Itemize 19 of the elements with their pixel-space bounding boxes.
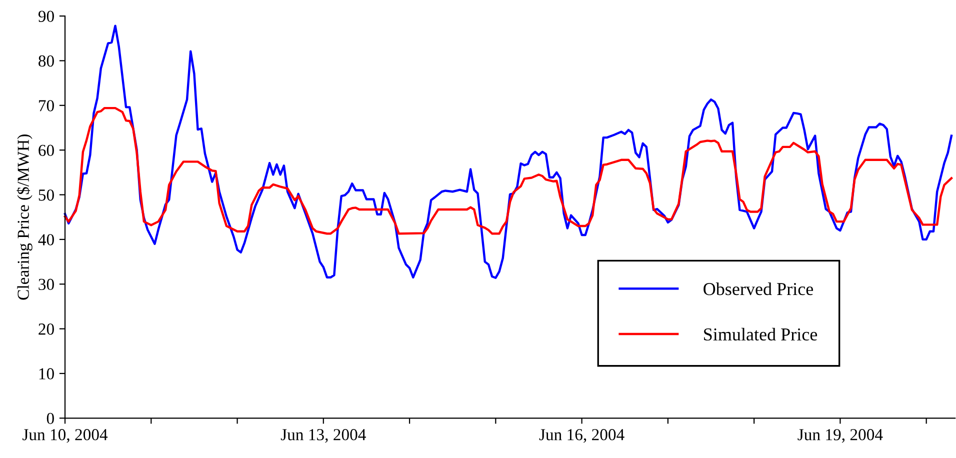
y-tick-label: 0 <box>46 412 54 424</box>
line-series <box>64 106 953 235</box>
y-tick-label: 10 <box>39 368 54 380</box>
y-tick-label: 80 <box>38 55 54 67</box>
x-tick-label: Jun 13, 2004 <box>280 429 366 443</box>
line-series <box>64 24 953 279</box>
x-tick-label: Jun 10, 2004 <box>22 429 108 443</box>
y-tick-label: 30 <box>38 278 54 290</box>
y-tick-label: 40 <box>38 234 54 246</box>
y-tick-label: 60 <box>38 144 54 156</box>
y-tick-label: 20 <box>38 323 54 335</box>
legend-label: Observed Price <box>704 282 814 296</box>
y-tick-label: 70 <box>39 100 54 112</box>
y-tick-label: 50 <box>38 189 54 201</box>
x-tick-label: Jun 19, 2004 <box>798 429 883 443</box>
legend-label: Simulated Price <box>704 328 818 341</box>
y-tick-label: 90 <box>38 10 54 22</box>
y-axis-title: Clearing Price ($/MWH) <box>16 134 32 300</box>
x-tick-label: Jun 16, 2004 <box>539 429 624 443</box>
